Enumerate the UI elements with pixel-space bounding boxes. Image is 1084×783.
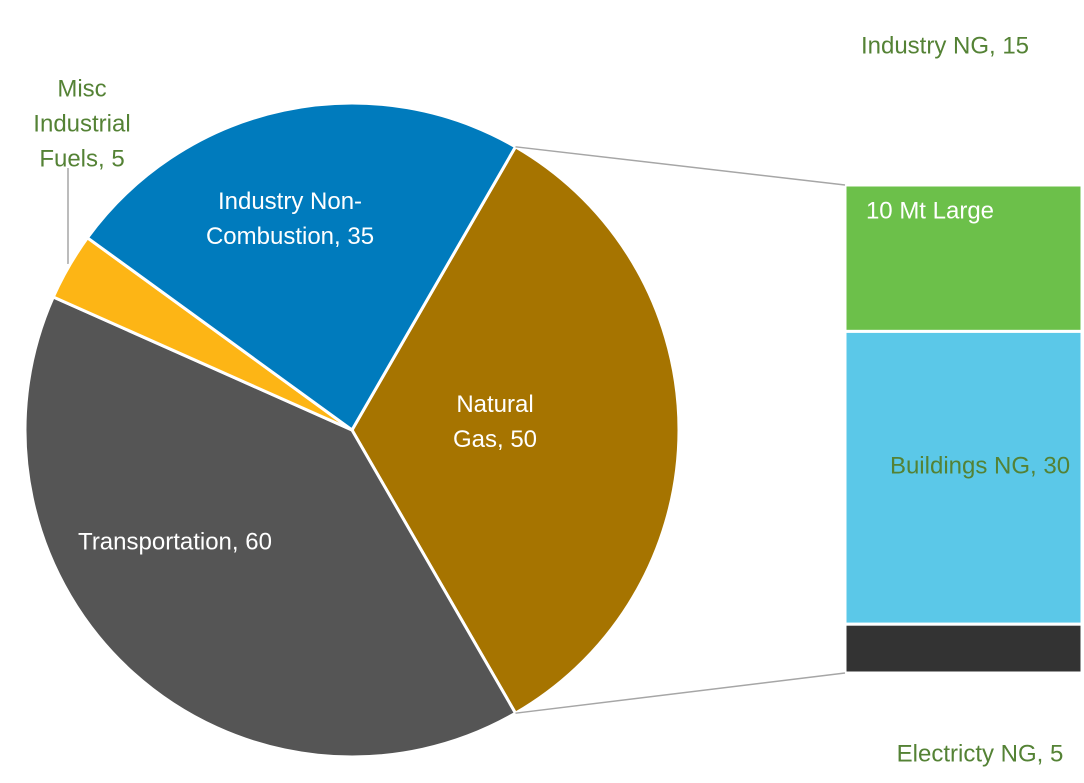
- slice-label: Natural Gas, 50: [453, 391, 537, 453]
- connector-line: [515, 146, 846, 186]
- connector-line: [515, 672, 846, 714]
- slice-label: Industry Non-Combustion, 35: [206, 188, 374, 250]
- bar-segment: [843, 329, 1084, 626]
- bar-segment: [843, 183, 1084, 333]
- bar-label: Buildings NG, 30: [890, 452, 1070, 479]
- slice-label: Misc Industrial Fuels, 5: [33, 75, 130, 172]
- bar-label: Industry NG, 15: [861, 32, 1029, 59]
- bar-segment: [843, 622, 1084, 675]
- bar-label: Electricty NG, 5: [897, 740, 1064, 767]
- pie-slice: [350, 144, 681, 716]
- slice-label: Transportation, 60: [78, 528, 272, 555]
- pie-slice: [85, 101, 518, 433]
- bar-annotation: 10 Mt Large: [866, 197, 994, 224]
- pie-slice: [23, 295, 518, 759]
